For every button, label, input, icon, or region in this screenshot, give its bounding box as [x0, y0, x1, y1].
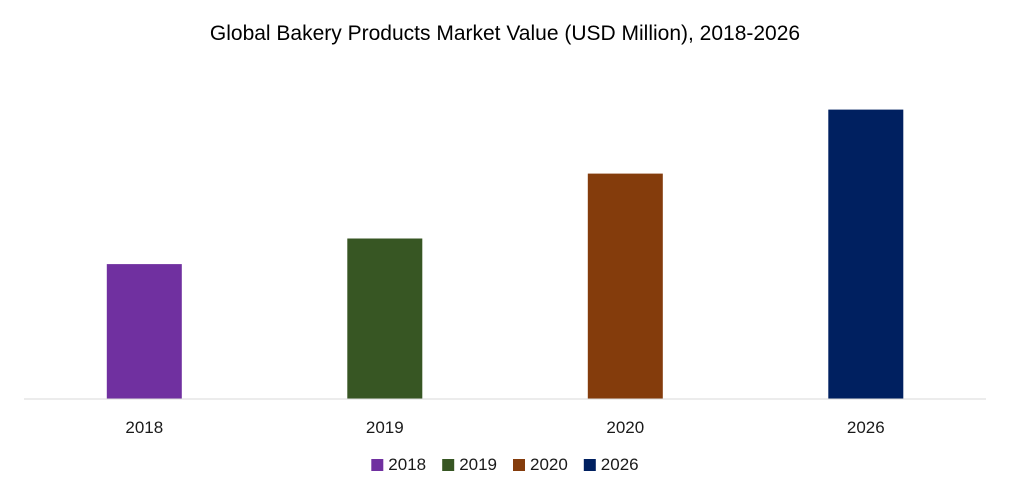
legend-item-2018: 2018 — [371, 455, 426, 474]
legend-label-2026: 2026 — [601, 455, 639, 474]
bar-2026 — [828, 109, 904, 399]
legend-label-2020: 2020 — [530, 455, 568, 474]
legend-item-2020: 2020 — [513, 455, 568, 474]
legend-label-2019: 2019 — [459, 455, 497, 474]
legend-swatch-2018 — [371, 459, 384, 471]
legend: 2018 2019 2020 2026 — [371, 455, 639, 474]
plot-area — [106, 109, 904, 399]
bar-2019 — [347, 238, 423, 399]
x-tick-label-2026: 2026 — [847, 418, 885, 437]
x-tick-label-2018: 2018 — [125, 418, 163, 437]
bar-2020 — [587, 173, 663, 399]
chart-title: Global Bakery Products Market Value (USD… — [210, 22, 800, 45]
bar-2018 — [106, 264, 182, 399]
x-tick-label-2019: 2019 — [366, 418, 404, 437]
legend-swatch-2020 — [513, 459, 525, 471]
legend-swatch-2019 — [442, 459, 455, 471]
legend-swatch-2026 — [583, 459, 596, 471]
legend-label-2018: 2018 — [388, 455, 426, 474]
legend-item-2019: 2019 — [442, 455, 497, 474]
legend-item-2026: 2026 — [583, 455, 639, 474]
x-tick-label-2020: 2020 — [606, 418, 644, 437]
x-axis-tick-labels: 2018 2019 2020 2026 — [125, 418, 884, 437]
